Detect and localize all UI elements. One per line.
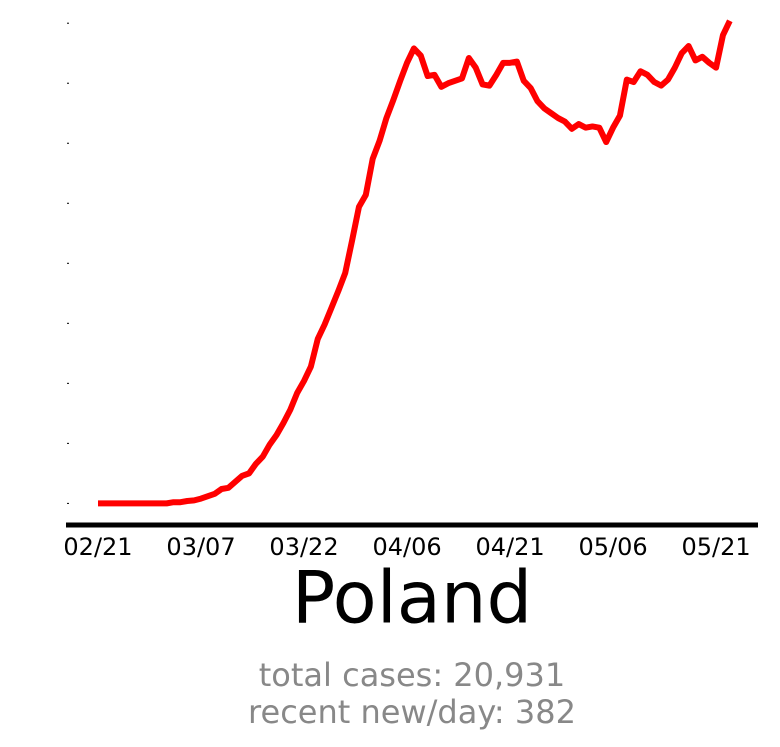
x-tick-label: 05/21: [681, 533, 750, 561]
x-tick-label: 03/22: [269, 533, 338, 561]
data-line: [98, 19, 733, 507]
annotation: recent new/day: 382: [248, 693, 576, 731]
annotation: total cases: 20,931: [259, 656, 566, 694]
x-tick-label: 03/07: [166, 533, 235, 561]
x-tick-label: 02/21: [63, 533, 132, 561]
x-tick-label: 04/06: [372, 533, 441, 561]
chart-title: Poland: [292, 556, 532, 640]
x-tick-label: 04/21: [475, 533, 544, 561]
x-tick-label: 05/06: [578, 533, 647, 561]
